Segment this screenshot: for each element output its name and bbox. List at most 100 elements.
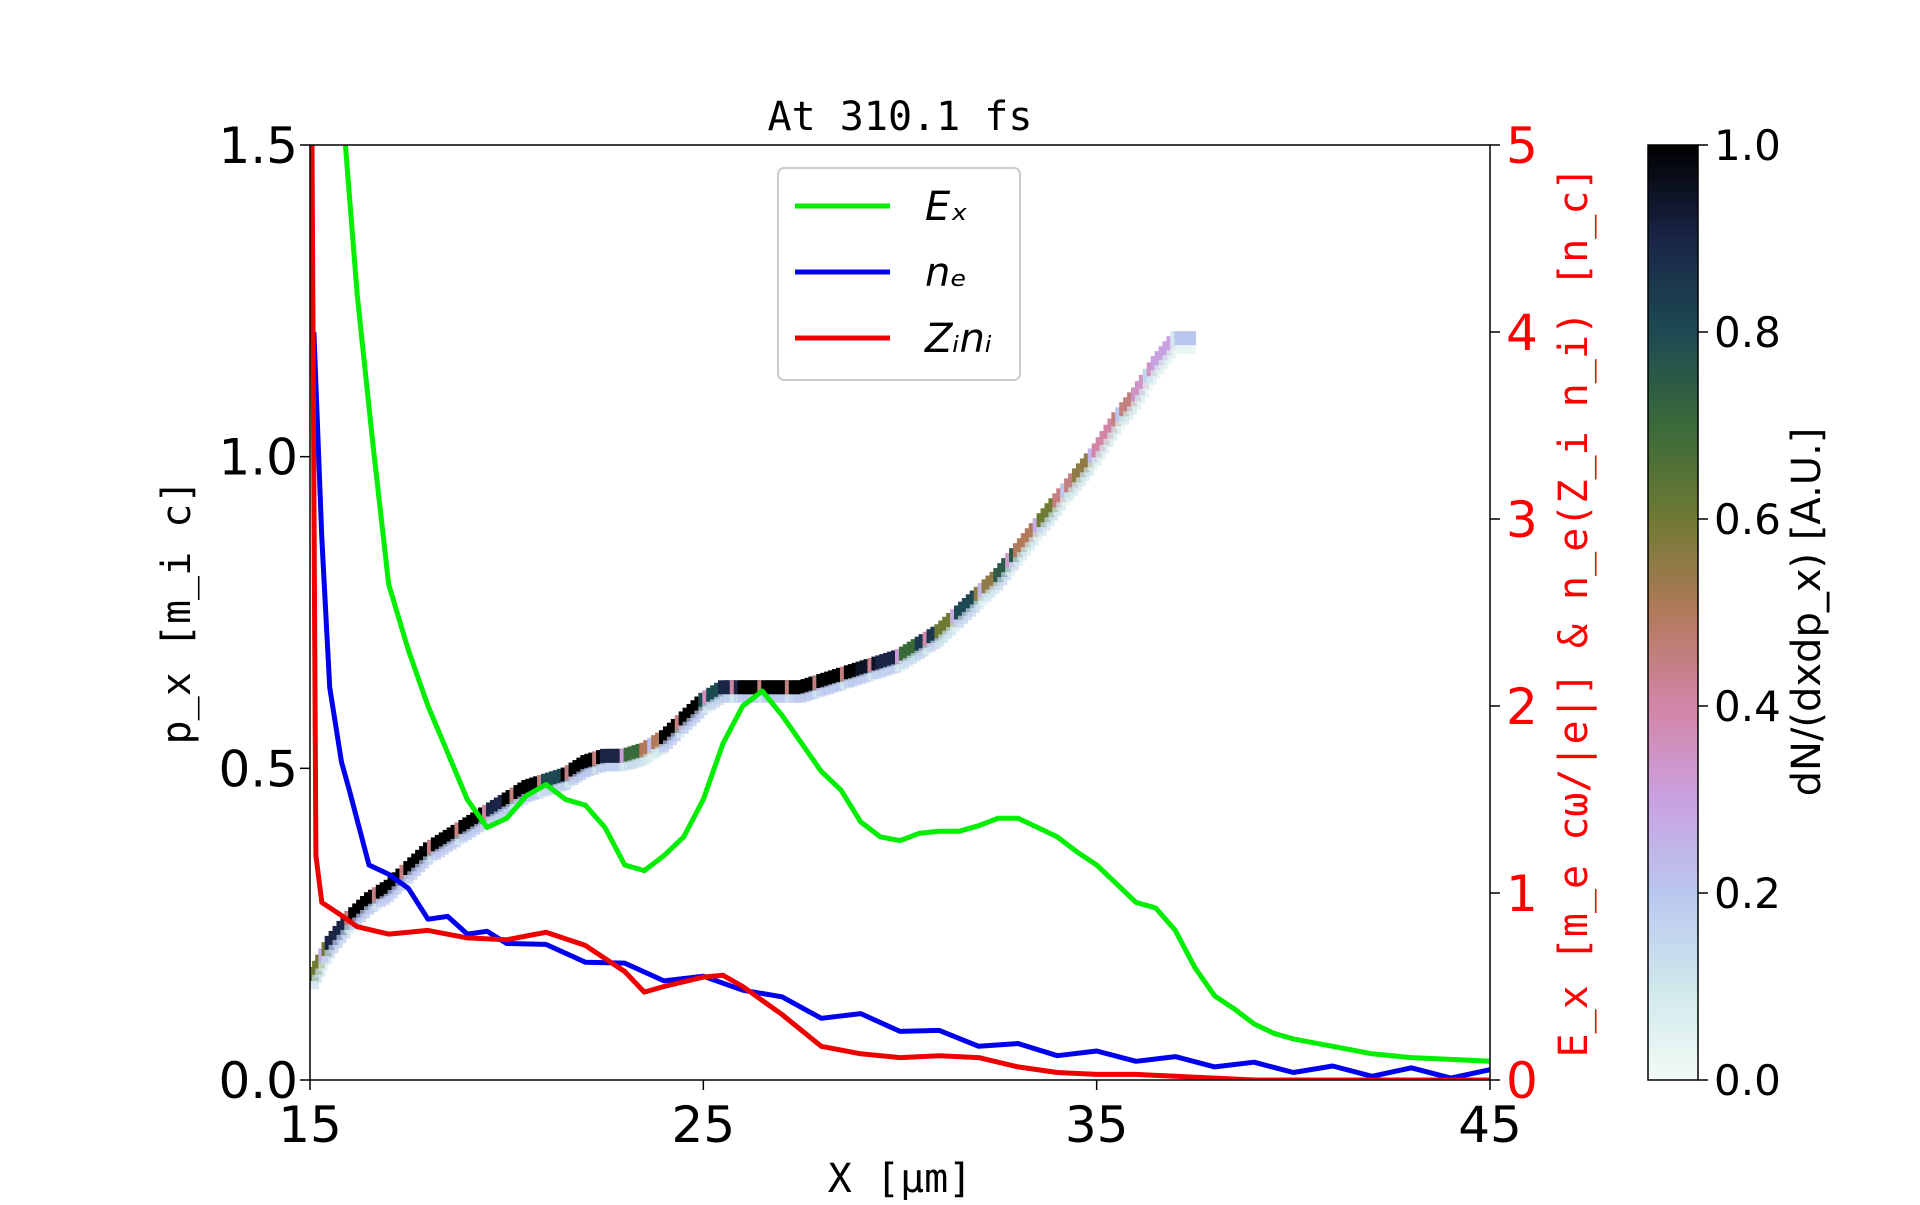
x-axis-label: X [μm] xyxy=(828,1156,973,1200)
phase-space-halo-cell xyxy=(1024,542,1035,551)
colorbar-tick-label: 0.4 xyxy=(1714,682,1781,731)
phase-space-halo-cell xyxy=(1068,487,1079,496)
left-y-tick-label: 1.0 xyxy=(218,429,298,487)
phase-space-halo-cell xyxy=(1107,432,1118,441)
phase-space-halo-cell xyxy=(328,944,339,954)
phase-space-halo-cell xyxy=(1162,355,1173,364)
right-y-tick-label: 1 xyxy=(1506,865,1538,923)
phase-space-halo-cell xyxy=(1044,517,1055,526)
plot-frame xyxy=(309,144,1491,1081)
right-y-tick-label: 4 xyxy=(1506,304,1538,362)
phase-space-halo-cell xyxy=(1048,512,1059,521)
phase-space-halo-cell xyxy=(1064,492,1075,501)
colorbar-label: dN/(dxdp_x) [A.U.] xyxy=(1784,428,1830,797)
legend-label-ne: nₑ xyxy=(925,250,967,296)
phase-space-cell xyxy=(1186,331,1197,346)
phase-space-halo-cell xyxy=(318,962,329,971)
x-axis-ticks: 15 25 35 45 xyxy=(278,1080,1522,1154)
legend: Eₓ nₑ Zᵢnᵢ xyxy=(777,167,1021,381)
phase-space-halo-cell xyxy=(1123,411,1134,420)
left-y-axis-ticks: 0.0 0.5 1.0 1.5 xyxy=(218,117,310,1110)
phase-space-halo-cell xyxy=(1075,477,1086,486)
phase-space-halo-cell xyxy=(997,577,1008,586)
phase-space-halo-cell xyxy=(1119,416,1130,425)
right-y-axis-label: E_x [m_e cω/|e|] & n_e(Z_i n_i) [n_c] xyxy=(1551,166,1597,1057)
phase-space-halo-cell xyxy=(1009,562,1020,571)
phase-space-halo-cell xyxy=(1099,444,1110,454)
phase-space-halo-cell xyxy=(340,929,351,939)
phase-space-halo-cell xyxy=(336,934,347,944)
phase-space-halo-cell xyxy=(1158,360,1169,369)
phase-space-halo-cell xyxy=(321,956,332,965)
phase-space-halo-cell xyxy=(1028,537,1039,546)
phase-space-halo-cell xyxy=(1056,502,1067,511)
phase-space-halo-cell xyxy=(312,974,323,984)
right-y-tick-label: 0 xyxy=(1506,1052,1538,1110)
phase-space-halo-cell xyxy=(310,981,319,990)
phase-space-halo-cell xyxy=(1079,472,1090,481)
phase-space-halo-cell xyxy=(1111,426,1122,435)
colorbar-tick-label: 0.2 xyxy=(1714,869,1781,918)
colorbar-tick-label: 0.6 xyxy=(1714,495,1781,544)
colorbar-gradient xyxy=(1647,144,1699,1081)
x-tick-label: 45 xyxy=(1458,1096,1522,1154)
phase-space-halo-cell xyxy=(1087,462,1098,471)
phase-space-halo-cell xyxy=(1186,345,1197,354)
phase-space-halo-cell xyxy=(1095,451,1106,460)
phase-space-halo-cell xyxy=(1036,527,1047,536)
phase-space-halo-cell xyxy=(1040,522,1051,531)
phase-space-halo-cell xyxy=(1134,395,1145,404)
series-line-ne xyxy=(311,331,1490,1080)
series-line-ex xyxy=(342,145,1490,1064)
left-y-tick-label: 0.0 xyxy=(218,1052,298,1110)
phase-space-halo-cell xyxy=(1154,365,1165,374)
phase-space-halo-cell xyxy=(1127,406,1138,415)
phase-space-halo-cell xyxy=(1016,552,1027,561)
phase-space-halo-cell xyxy=(1052,507,1063,516)
phase-space-halo-cell xyxy=(1032,532,1043,541)
phase-space-halo-cell xyxy=(1115,421,1126,430)
colorbar-tick-label: 0.8 xyxy=(1714,308,1781,357)
phase-space-halo-cell xyxy=(315,968,326,977)
phase-space-halo-cell xyxy=(1020,547,1031,556)
colorbar: 0.0 0.2 0.4 0.6 0.8 1.0 dN/(dxdp_x) [A.U.] xyxy=(1647,121,1830,1105)
phase-space-halo-cell xyxy=(332,939,343,949)
phase-space-halo-cell xyxy=(1060,497,1071,506)
phase-space-heatmap xyxy=(310,331,1197,990)
phase-space-halo-cell xyxy=(1131,401,1141,410)
left-y-tick-label: 1.5 xyxy=(218,117,298,175)
phase-space-halo-cell xyxy=(1142,382,1153,392)
right-y-tick-label: 5 xyxy=(1506,117,1538,175)
legend-box xyxy=(777,167,1021,381)
phase-space-halo-cell xyxy=(1005,567,1016,576)
series-line-zini xyxy=(310,145,1490,1080)
phase-space-halo-cell xyxy=(993,582,1004,591)
phase-space-halo-cell xyxy=(1138,388,1149,398)
phase-space-halo-cell xyxy=(1103,438,1114,448)
left-y-tick-label: 0.5 xyxy=(218,740,298,798)
colorbar-ticks: 0.0 0.2 0.4 0.6 0.8 1.0 xyxy=(1698,121,1781,1105)
left-y-axis-label: p_x [m_i c] xyxy=(154,480,200,745)
series-lines xyxy=(310,145,1490,1080)
x-tick-label: 35 xyxy=(1065,1096,1129,1154)
chart-title: At 310.1 fs xyxy=(768,94,1033,140)
colorbar-tick-label: 0.0 xyxy=(1714,1056,1781,1105)
legend-label-ex: Eₓ xyxy=(925,184,968,230)
phase-space-halo-cell xyxy=(1083,467,1094,476)
phase-space-halo-cell xyxy=(1072,482,1082,491)
legend-label-zini: Zᵢnᵢ xyxy=(924,316,992,362)
phase-space-halo-cell xyxy=(324,949,335,959)
right-y-tick-label: 3 xyxy=(1506,491,1538,549)
phase-space-halo-cell xyxy=(1013,557,1023,566)
phase-space-halo-cell xyxy=(1150,370,1161,379)
right-y-axis-ticks: 0 1 2 3 4 5 xyxy=(1490,117,1538,1110)
phase-space-halo-cell xyxy=(1001,572,1012,581)
phase-space-halo-cell xyxy=(1091,457,1102,466)
x-tick-label: 15 xyxy=(278,1096,342,1154)
right-y-tick-label: 2 xyxy=(1506,678,1538,736)
x-tick-label: 25 xyxy=(672,1096,736,1154)
phase-space-halo-cell xyxy=(1146,376,1157,385)
colorbar-tick-label: 1.0 xyxy=(1714,121,1781,170)
